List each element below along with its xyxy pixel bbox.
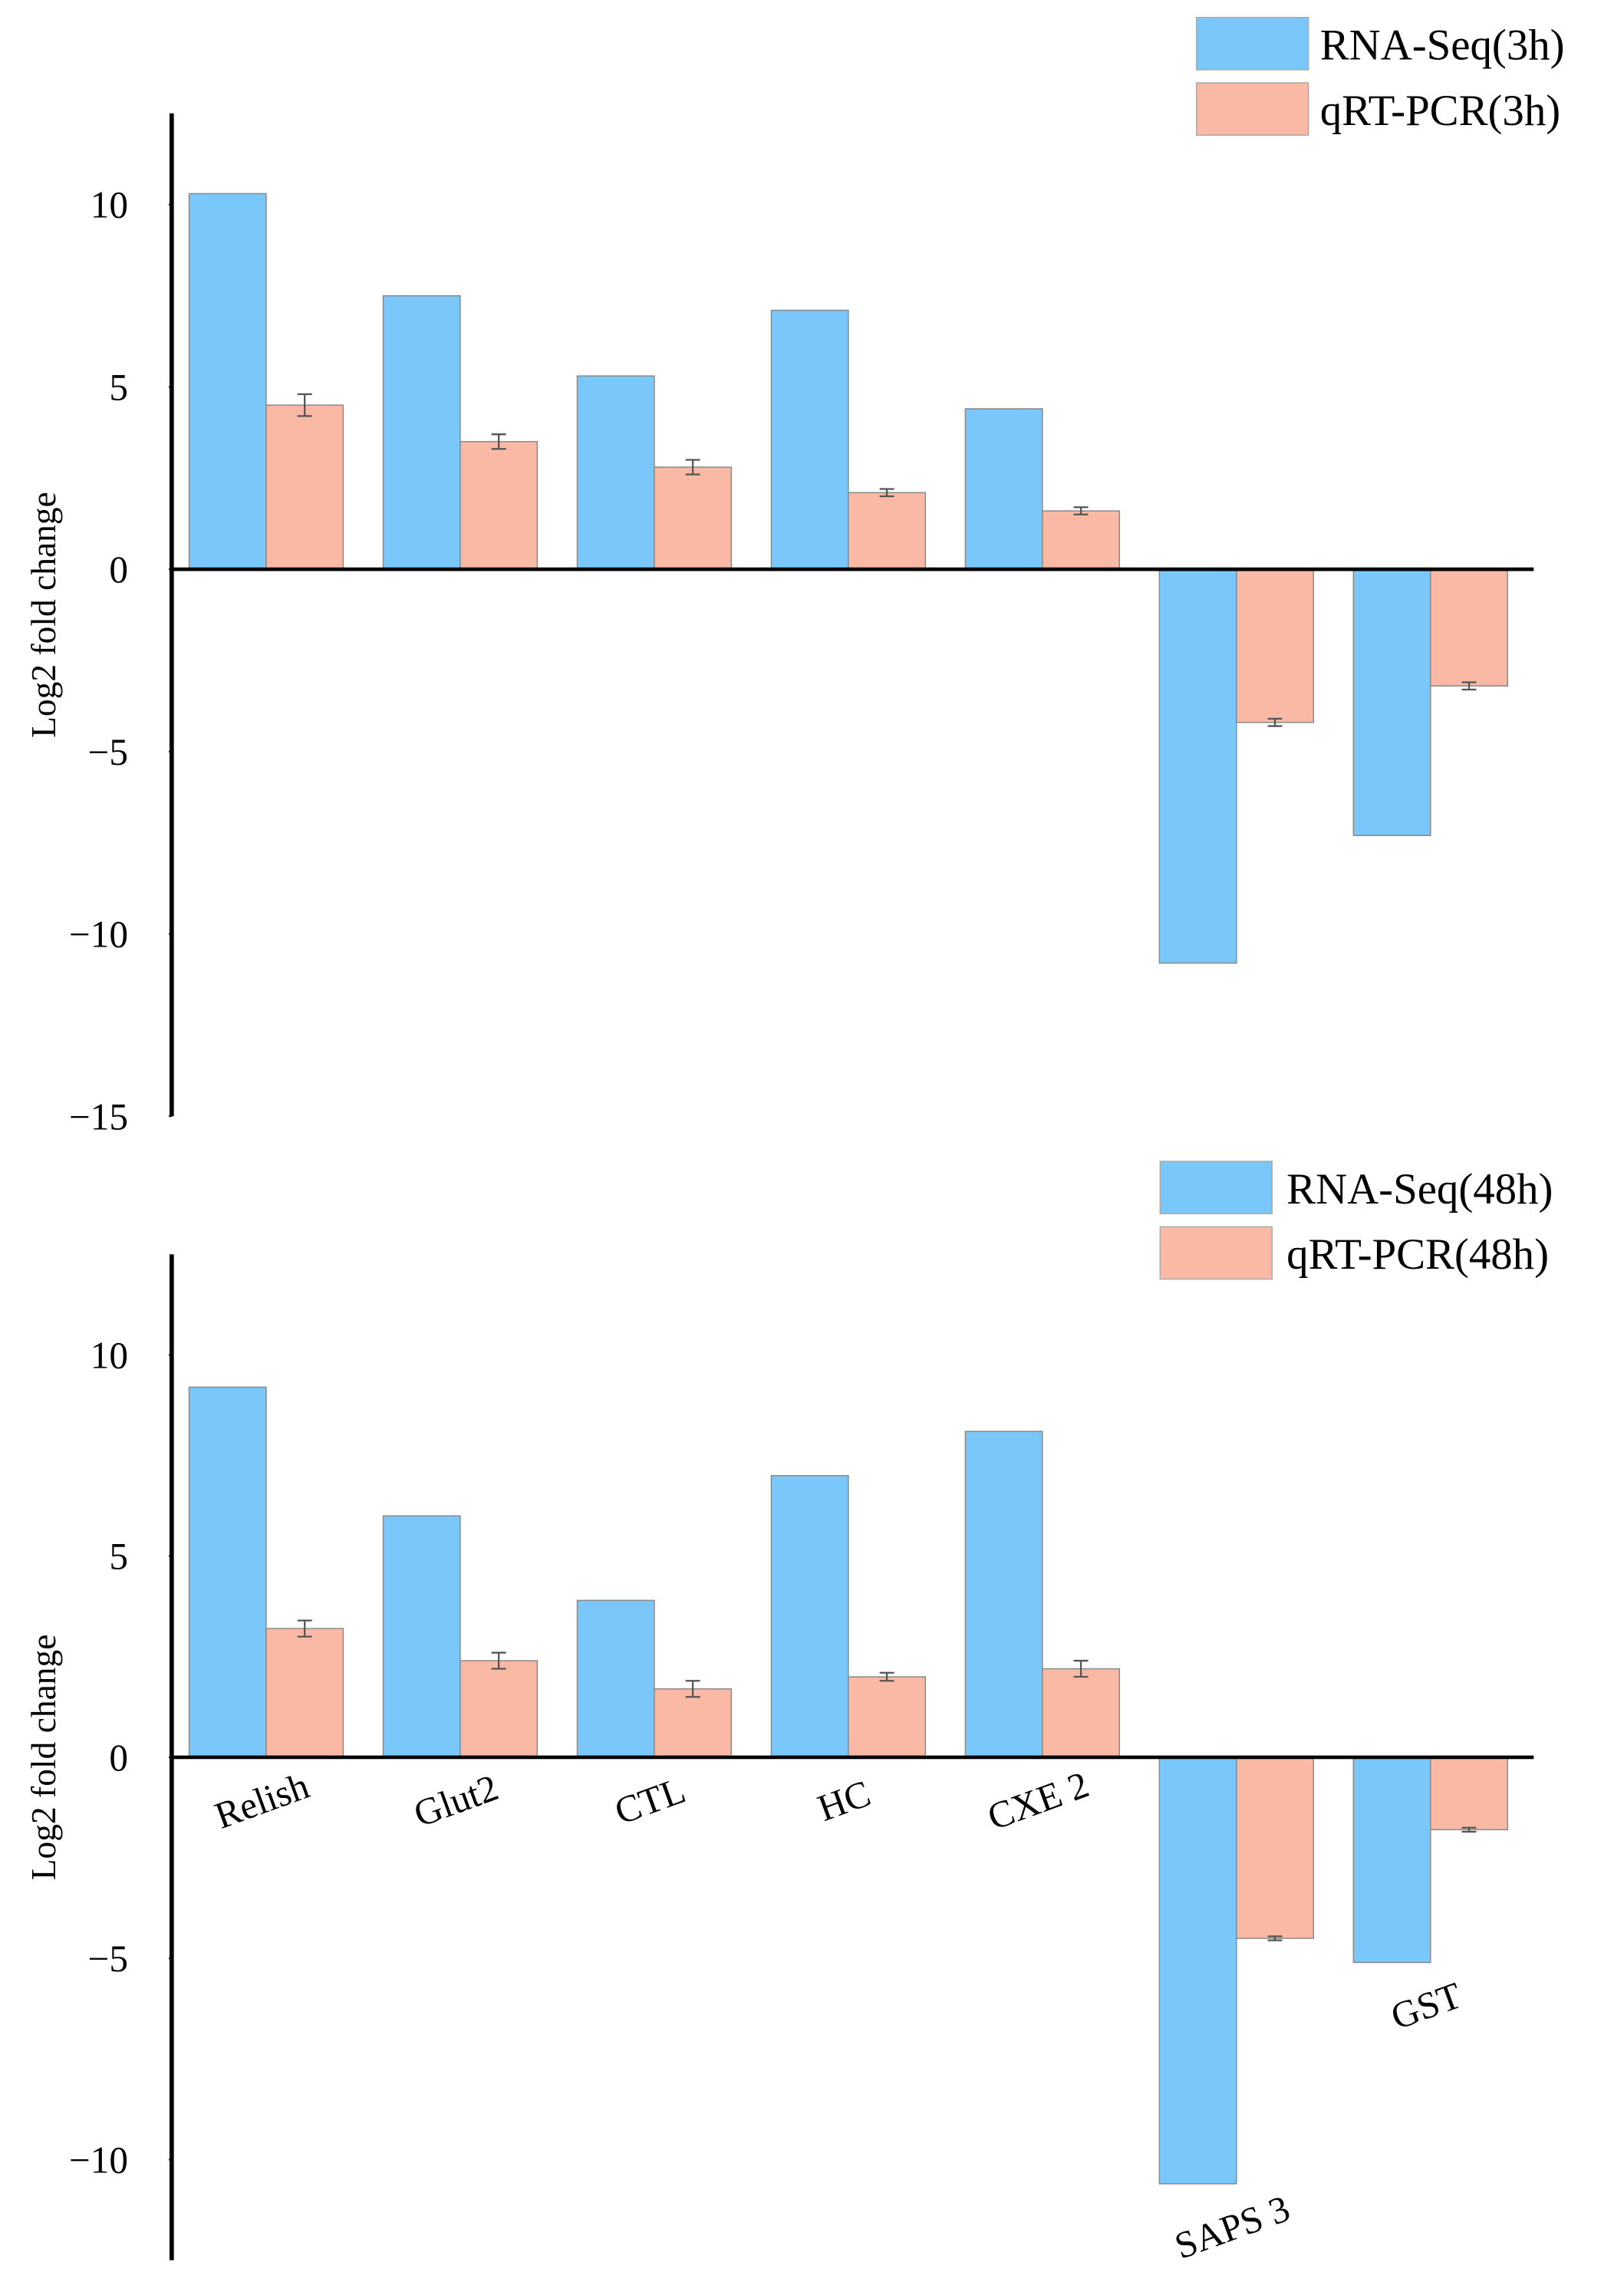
- bar: [1158, 1757, 1237, 2185]
- legend-swatch: [1195, 16, 1309, 71]
- bar: [1430, 1757, 1508, 1831]
- y-tick-label: 10: [91, 1334, 128, 1376]
- bar: [460, 440, 539, 570]
- bar: [1236, 1757, 1314, 1939]
- legend-swatch: [1195, 82, 1309, 136]
- bar: [848, 1676, 927, 1758]
- bar: [1430, 568, 1508, 687]
- bar: [265, 1628, 344, 1758]
- error-bar: [879, 488, 894, 498]
- chart-panel: −15 −10 −5 0 5 10 Log2 fold change RNA-Seq(3h) q…: [24, 16, 1565, 1138]
- y-tick-label: −10: [69, 914, 128, 956]
- bar: [770, 309, 849, 570]
- error-bar: [879, 1671, 894, 1682]
- y-tick-label: −10: [69, 2139, 128, 2182]
- error-bar: [1267, 1935, 1283, 1941]
- y-axis-label: Log2 fold change: [24, 492, 63, 738]
- legend-swatch: [1159, 1226, 1273, 1280]
- chart-panel: −10 −5 0 5 10 Log2 fold change RNA-Seq(48h) qRT…: [24, 1161, 1553, 2267]
- bar: [576, 375, 655, 570]
- x-tick-label: HC: [812, 1772, 876, 1829]
- bar: [1352, 568, 1431, 836]
- bar: [576, 1599, 655, 1758]
- bar: [265, 404, 344, 570]
- y-axis-label: Log2 fold change: [24, 1635, 63, 1881]
- error-bar: [297, 393, 312, 417]
- bar: [1042, 1668, 1121, 1758]
- legend-label: RNA-Seq(3h): [1320, 21, 1565, 70]
- y-tick-label: −15: [69, 1095, 128, 1138]
- bar: [1352, 1757, 1431, 1964]
- error-bar: [491, 433, 506, 450]
- y-tick-label: 5: [109, 366, 128, 408]
- y-tick-label: −5: [88, 1938, 128, 1980]
- x-tick-label: Glut2: [408, 1766, 503, 1835]
- error-bar: [1461, 681, 1477, 691]
- bar: [460, 1660, 539, 1758]
- bar: [654, 466, 733, 570]
- legend-swatch: [1159, 1161, 1273, 1215]
- bar: [382, 1515, 461, 1758]
- error-bar: [1073, 506, 1089, 515]
- y-tick-label: 10: [91, 184, 128, 226]
- x-tick-label: CTL: [609, 1769, 690, 1833]
- error-bar: [685, 459, 700, 476]
- y-tick-label: 5: [109, 1536, 128, 1578]
- bar: [188, 1386, 267, 1758]
- bar: [1158, 568, 1237, 964]
- error-bar: [1073, 1659, 1089, 1678]
- bar: [1236, 568, 1314, 723]
- y-tick-label: 0: [109, 1737, 128, 1779]
- bar: [654, 1688, 733, 1758]
- legend-label: qRT-PCR(48h): [1286, 1230, 1549, 1279]
- bar: [964, 408, 1043, 570]
- x-tick-label: GST: [1385, 1974, 1467, 2038]
- error-bar: [1461, 1826, 1477, 1833]
- legend-label: qRT-PCR(3h): [1320, 87, 1560, 135]
- error-bar: [297, 1619, 312, 1638]
- error-bar: [1267, 717, 1283, 727]
- bar: [848, 492, 927, 570]
- x-tick-label: Relish: [209, 1764, 315, 1837]
- error-bar: [685, 1680, 700, 1698]
- error-bar: [491, 1651, 506, 1670]
- bar: [770, 1475, 849, 1758]
- bar: [382, 295, 461, 570]
- x-tick-label: SAPS 3: [1169, 2187, 1295, 2267]
- legend-label: RNA-Seq(48h): [1286, 1165, 1553, 1213]
- y-tick-label: −5: [88, 731, 128, 773]
- bar: [964, 1431, 1043, 1758]
- bar: [1042, 510, 1121, 570]
- y-tick-label: 0: [109, 548, 128, 591]
- bar: [188, 193, 267, 570]
- x-tick-label: CXE 2: [982, 1763, 1094, 1838]
